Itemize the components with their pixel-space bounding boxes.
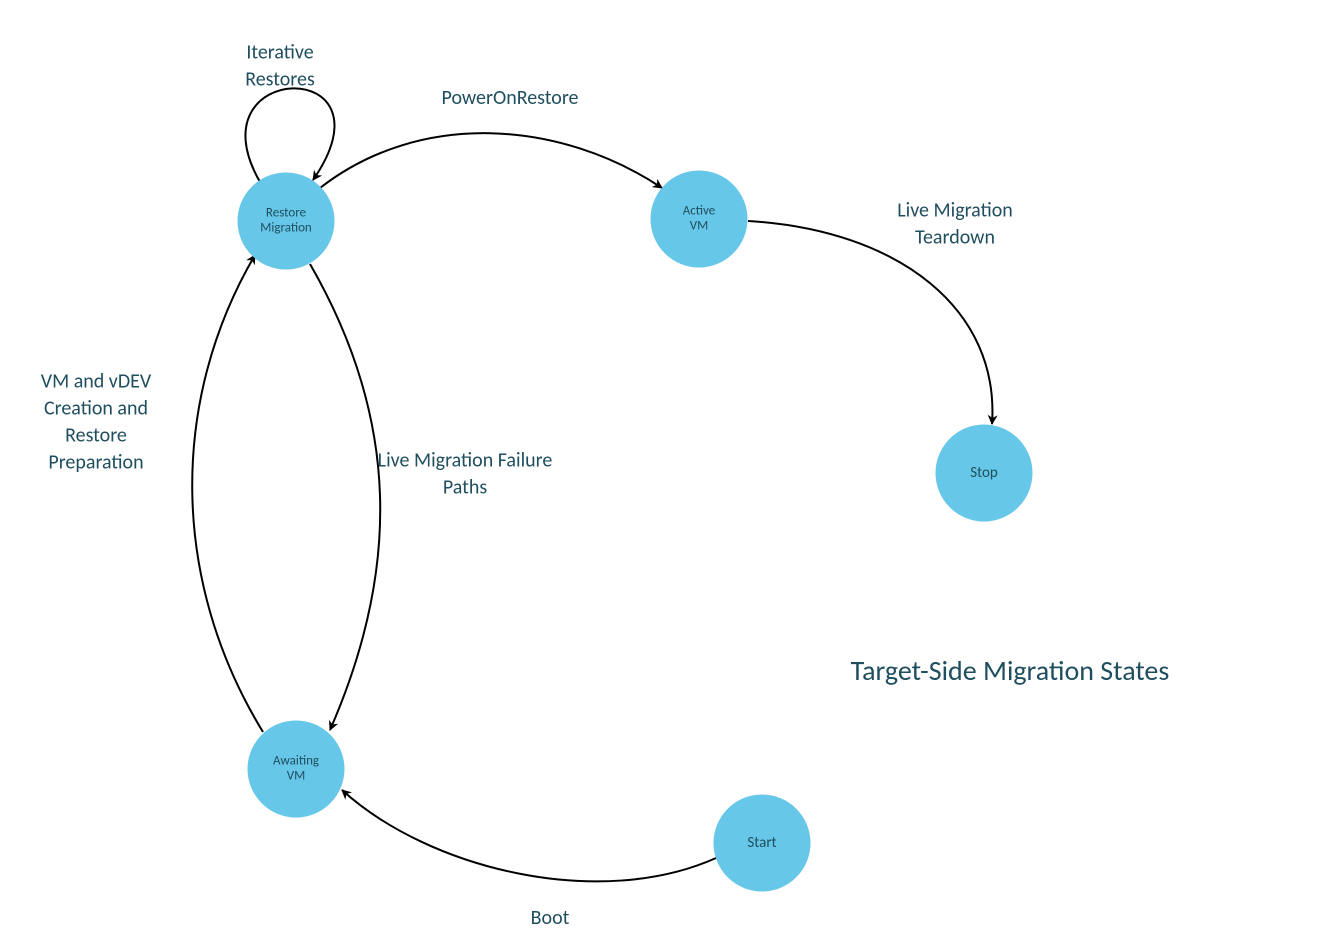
state-label-restore: RestoreMigration bbox=[260, 206, 312, 236]
edge-label-poweron: PowerOnRestore bbox=[442, 86, 579, 110]
state-diagram: StartAwaitingVMRestoreMigrationActiveVMS… bbox=[0, 0, 1334, 937]
edge-label-boot: Boot bbox=[531, 906, 570, 930]
state-label-start: Start bbox=[747, 834, 776, 852]
edge-label-teardown: Live MigrationTeardown bbox=[897, 199, 1013, 250]
diagram-title: Target-Side Migration States bbox=[851, 653, 1170, 688]
edge-label-failure: Live Migration FailurePaths bbox=[378, 449, 553, 500]
edge-boot bbox=[342, 790, 716, 881]
edge-vm-vdev bbox=[192, 255, 263, 732]
edge-label-iterative: IterativeRestores bbox=[245, 41, 315, 92]
edge-label-vm-vdev: VM and vDEVCreation andRestorePreparatio… bbox=[41, 370, 152, 475]
state-label-stop: Stop bbox=[970, 464, 998, 482]
edge-poweron bbox=[320, 133, 662, 188]
edge-failure bbox=[310, 264, 380, 730]
edge-teardown bbox=[748, 221, 992, 424]
edge-iterative bbox=[245, 88, 334, 182]
